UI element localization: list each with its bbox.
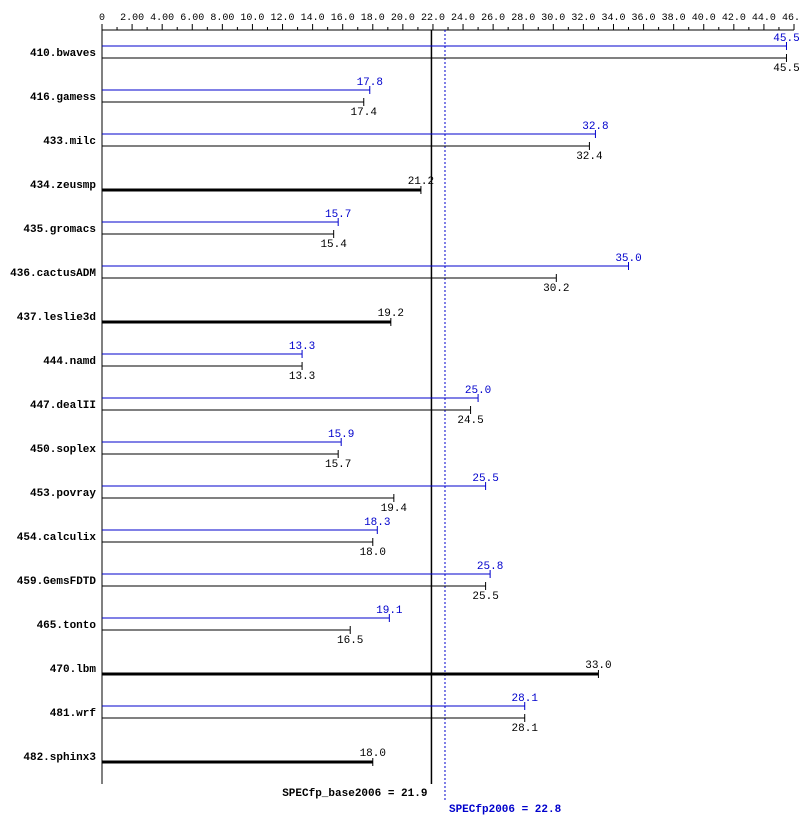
benchmark-label: 453.povray	[30, 488, 96, 500]
spec-chart: 0 2.00 4.00 6.00 8.00 10.0 12.0 14.0 16.0 18.0 20.…	[0, 0, 799, 831]
axis-tick-label: 40.0	[692, 13, 716, 24]
peak-value: 25.5	[472, 473, 498, 485]
base-value: 16.5	[337, 635, 363, 647]
axis-tick-label: 12.0	[271, 13, 295, 24]
base-value: 15.7	[325, 459, 351, 471]
peak-value: 17.8	[357, 77, 383, 89]
base-value: 21.2	[408, 176, 434, 188]
peak-value: 32.8	[582, 121, 608, 133]
axis-tick-label: 42.0	[722, 13, 746, 24]
axis-tick-label: 18.0	[361, 13, 385, 24]
axis-tick-label: 10.0	[240, 13, 264, 24]
axis-tick-label: 0	[99, 13, 105, 24]
axis-tick-label: 14.0	[301, 13, 325, 24]
base-value: 13.3	[289, 371, 315, 383]
peak-value: 35.0	[615, 253, 641, 265]
axis-tick-label: 38.0	[662, 13, 686, 24]
axis-tick-label: 6.00	[180, 13, 204, 24]
ref-label-base: SPECfp_base2006 = 21.9	[282, 788, 427, 800]
benchmark-label: 450.soplex	[30, 444, 96, 456]
peak-value: 25.8	[477, 561, 503, 573]
benchmark-label: 481.wrf	[50, 708, 97, 720]
base-value: 19.4	[381, 503, 408, 515]
axis-tick-label: 36.0	[632, 13, 656, 24]
benchmark-label: 435.gromacs	[23, 224, 96, 236]
base-value: 25.5	[472, 591, 498, 603]
benchmark-label: 482.sphinx3	[23, 752, 96, 764]
base-value: 28.1	[512, 723, 539, 735]
axis-tick-label: 20.0	[391, 13, 415, 24]
base-value: 18.0	[360, 547, 386, 559]
peak-value: 19.1	[376, 605, 403, 617]
benchmark-label: 470.lbm	[50, 664, 97, 676]
peak-value: 45.5	[773, 33, 799, 45]
benchmark-label: 436.cactusADM	[10, 268, 96, 280]
peak-value: 13.3	[289, 341, 315, 353]
base-value: 18.0	[360, 748, 386, 760]
benchmark-label: 437.leslie3d	[17, 312, 96, 324]
axis-tick-label: 30.0	[541, 13, 565, 24]
axis-tick-label: 26.0	[481, 13, 505, 24]
axis-tick-label: 46.0	[782, 13, 799, 24]
base-value: 45.5	[773, 63, 799, 75]
benchmark-label: 410.bwaves	[30, 48, 96, 60]
ref-label-peak: SPECfp2006 = 22.8	[449, 804, 562, 816]
axis-tick-label: 2.00	[120, 13, 144, 24]
benchmark-label: 416.gamess	[30, 92, 96, 104]
benchmark-label: 447.dealII	[30, 400, 96, 412]
axis-tick-label: 32.0	[571, 13, 595, 24]
base-value: 24.5	[457, 415, 483, 427]
axis-tick-label: 16.0	[331, 13, 355, 24]
axis-tick-label: 44.0	[752, 13, 776, 24]
benchmark-label: 454.calculix	[17, 532, 97, 544]
peak-value: 15.9	[328, 429, 354, 441]
peak-value: 18.3	[364, 517, 390, 529]
axis-tick-label: 34.0	[601, 13, 625, 24]
axis-tick-label: 8.00	[210, 13, 234, 24]
base-value: 33.0	[585, 660, 611, 672]
axis-tick-label: 28.0	[511, 13, 535, 24]
benchmark-label: 433.milc	[43, 136, 96, 148]
benchmark-label: 459.GemsFDTD	[17, 576, 97, 588]
axis-tick-label: 22.0	[421, 13, 445, 24]
axis-tick-label: 24.0	[451, 13, 475, 24]
peak-value: 25.0	[465, 385, 491, 397]
benchmark-label: 434.zeusmp	[30, 180, 96, 192]
base-value: 19.2	[378, 308, 404, 320]
base-value: 17.4	[351, 107, 378, 119]
axis-tick-label: 4.00	[150, 13, 174, 24]
base-value: 32.4	[576, 151, 603, 163]
peak-value: 15.7	[325, 209, 351, 221]
benchmark-label: 444.namd	[43, 356, 96, 368]
base-value: 15.4	[320, 239, 347, 251]
benchmark-label: 465.tonto	[37, 620, 97, 632]
peak-value: 28.1	[512, 693, 539, 705]
base-value: 30.2	[543, 283, 569, 295]
